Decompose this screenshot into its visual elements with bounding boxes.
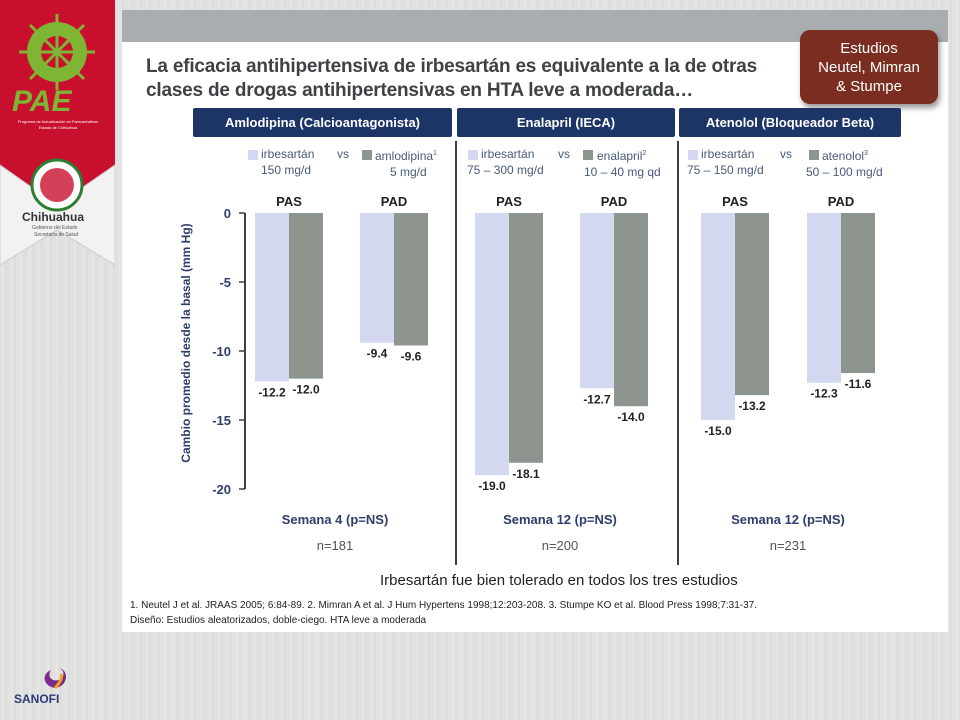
logo-chihuahua-sub1: Gobierno del Estado — [32, 225, 78, 231]
pae-star-icon — [19, 14, 95, 90]
badge-line-1: Estudios — [840, 39, 898, 57]
legend-swatch-irbesartan — [248, 150, 258, 160]
logo-org-line1: Programa de Actualización en Farmacéutic… — [17, 119, 99, 124]
legend-swatch-irbesartan — [688, 150, 698, 160]
title-line-2: clases de drogas antihipertensivas en HT… — [146, 80, 693, 101]
n-label-3: n=231 — [769, 538, 807, 553]
logo-banner — [0, 0, 115, 266]
legend-swatch-irbesartan — [468, 150, 478, 160]
logo-org-line2: Estado de Chihuahua — [38, 125, 78, 130]
logo-pae: PAE — [12, 85, 72, 118]
studies-badge: Estudios Neutel, Mimran & Stumpe — [800, 30, 938, 104]
sanofi-logo-text: SANOFI — [14, 692, 60, 706]
legend-swatch-comparator — [809, 150, 819, 160]
tolerability-note: Irbesartán fue bien tolerado en todos lo… — [380, 572, 738, 589]
study-design: Diseño: Estudios aleatorizados, doble-ci… — [130, 615, 427, 626]
title-line-1: La eficacia antihipertensiva de irbesart… — [146, 56, 757, 77]
slide-title: La eficacia antihipertensiva de irbesart… — [146, 55, 786, 103]
legend-swatch-comparator — [583, 150, 593, 160]
sanofi-logo-icon — [44, 668, 67, 690]
week-label-2: Semana 12 (p=NS) — [503, 512, 617, 527]
badge-line-3: & Stumpe — [836, 77, 902, 95]
legend-b-3: atenolol3 50 – 100 mg/d — [806, 149, 883, 179]
legend-b-1: amlodipina1 5 mg/d — [375, 149, 437, 179]
legend-vs-3: vs — [780, 147, 792, 161]
logo-chihuahua-sub2: Secretaría de Salud — [34, 232, 79, 238]
badge-line-2: Neutel, Mimran — [818, 58, 920, 76]
legend-vs-2: vs — [558, 147, 570, 161]
panel-header-atenolol: Atenolol (Bloqueador Beta) — [679, 108, 901, 137]
n-label-1: n=181 — [316, 538, 354, 553]
references: 1. Neutel J et al. JRAAS 2005; 6:84-89. … — [130, 600, 758, 611]
legend-swatch-comparator — [362, 150, 372, 160]
n-label-2: n=200 — [541, 538, 579, 553]
legend-a-1: irbesartán 150 mg/d — [261, 147, 315, 177]
panel-separator — [455, 141, 457, 565]
week-label-3: Semana 12 (p=NS) — [731, 512, 845, 527]
panel-header-enalapril: Enalapril (IECA) — [457, 108, 675, 137]
panel-header-amlodipina: Amlodipina (Calcioantagonista) — [193, 108, 452, 137]
legend-b-2: enalapril2 10 – 40 mg qd — [584, 149, 661, 179]
legend-a-3: irbesartán 75 – 150 mg/d — [687, 147, 764, 177]
panel-separator — [677, 141, 679, 565]
week-label-1: Semana 4 (p=NS) — [281, 512, 389, 527]
legend-vs-1: vs — [337, 147, 349, 161]
logo-chihuahua: Chihuahua — [22, 210, 84, 224]
y-axis-label: Cambio promedio desde la basal (mm Hg) — [179, 223, 193, 463]
legend-a-2: irbesartán 75 – 300 mg/d — [467, 147, 544, 177]
